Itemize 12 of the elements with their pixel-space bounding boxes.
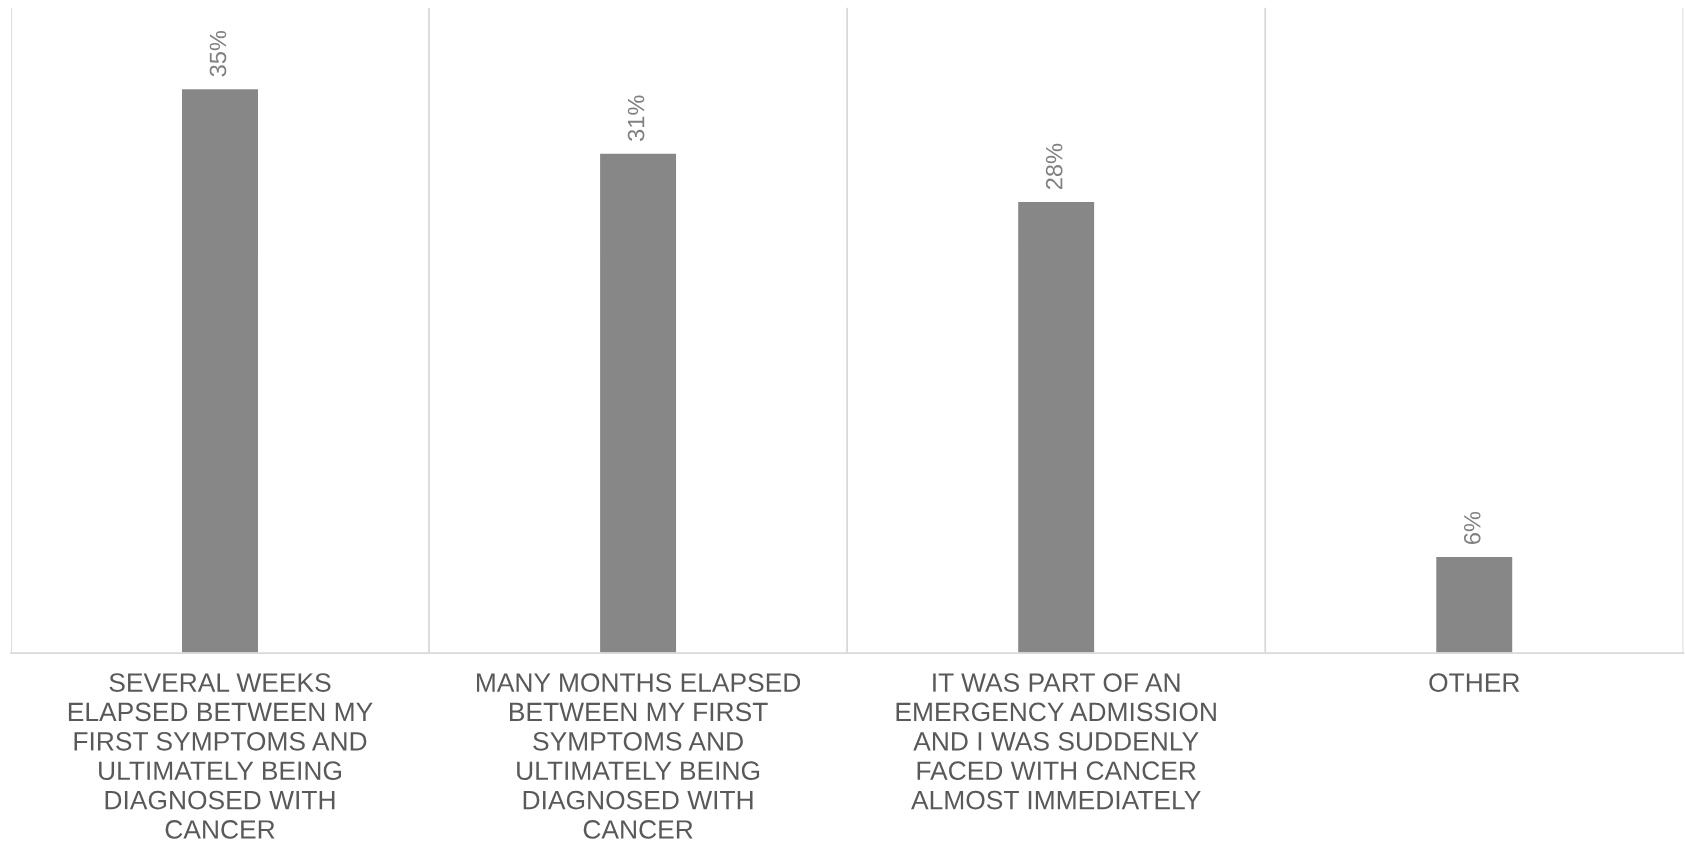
bar <box>180 87 260 654</box>
bar <box>598 152 678 654</box>
x-tick-label: MANY MONTHS ELAPSED BETWEEN MY FIRST SYMPTOMS AND ULTIMATELY BEING DIAGNOSED WITH CANCER <box>476 673 801 839</box>
bar <box>1434 555 1514 654</box>
data-label: 31% <box>627 95 645 141</box>
x-tick-label: OTHER <box>1429 673 1520 692</box>
x-tick-label: IT WAS PART OF AN EMERGENCY ADMISSION AND I WAS SUDDENLY FACED WITH CANCER ALMOST IMMEDIATELY <box>896 673 1216 810</box>
data-label: 6% <box>1463 511 1481 544</box>
data-label: 35% <box>209 30 227 77</box>
bar <box>1016 200 1096 654</box>
x-tick-label: SEVERAL WEEKS ELAPSED BETWEEN MY FIRST SYMPTOMS AND ULTIMATELY BEING DIAGNOSED WITH CANCER <box>68 673 373 839</box>
data-label: 28% <box>1045 143 1063 190</box>
